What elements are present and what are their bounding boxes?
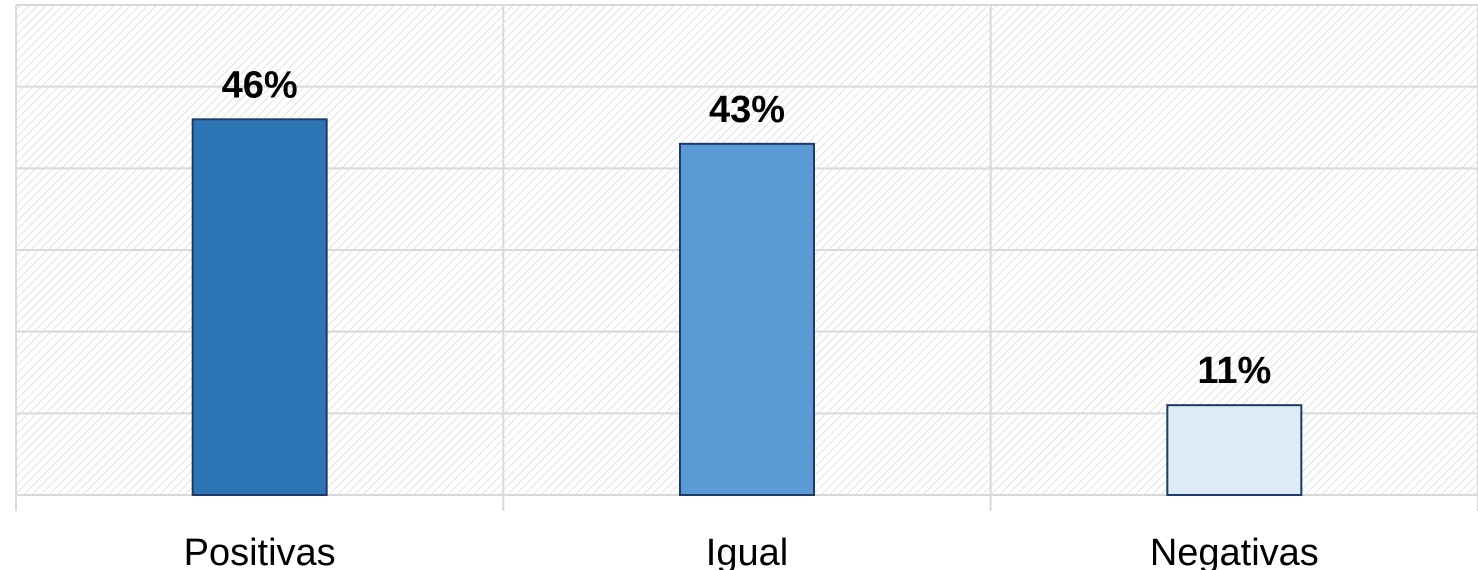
- data-label: 46%: [222, 64, 298, 106]
- data-label: 43%: [709, 89, 785, 131]
- data-labels: 46% 43% 11%: [222, 64, 1272, 392]
- bar-negativas: [1166, 404, 1303, 496]
- category-labels: Positivas Igual Negativas: [184, 532, 1319, 570]
- category-label: Igual: [706, 532, 788, 570]
- category-label: Negativas: [1150, 532, 1319, 570]
- bar-positivas: [191, 118, 328, 496]
- bars: [191, 118, 1303, 496]
- category-label: Positivas: [184, 532, 336, 570]
- data-label: 11%: [1197, 350, 1271, 392]
- bar-igual: [679, 142, 815, 496]
